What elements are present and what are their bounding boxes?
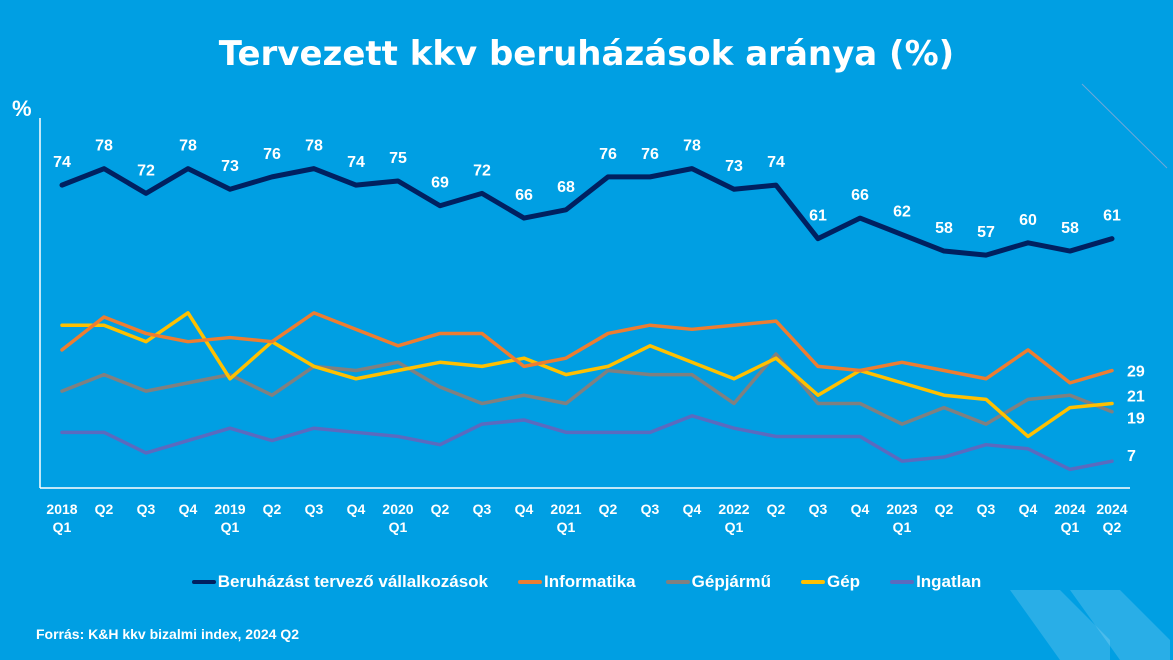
x-tick-label: 2020 bbox=[382, 501, 413, 517]
x-tick-label: 2018 bbox=[46, 501, 77, 517]
series-line-0 bbox=[59, 166, 1115, 258]
legend-label: Gépjármű bbox=[691, 572, 771, 591]
data-label: 72 bbox=[137, 162, 155, 179]
x-tick-label: Q2 bbox=[767, 501, 786, 517]
source-note: Forrás: K&H kkv bizalmi index, 2024 Q2 bbox=[36, 626, 299, 642]
x-tick-label: Q1 bbox=[389, 519, 408, 535]
legend-item: Beruházást tervező vállalkozások bbox=[191, 572, 488, 592]
x-tick-label: Q3 bbox=[137, 501, 156, 517]
x-tick-label: Q3 bbox=[473, 501, 492, 517]
legend-label: Beruházást tervező vállalkozások bbox=[217, 572, 488, 591]
x-tick-label: Q1 bbox=[725, 519, 744, 535]
data-label: 78 bbox=[305, 138, 323, 155]
x-tick-label: Q2 bbox=[263, 501, 282, 517]
y-axis-label: % bbox=[12, 96, 32, 121]
x-tick-label: Q2 bbox=[1103, 519, 1122, 535]
end-value-label: 21 bbox=[1127, 388, 1145, 405]
legend-label: Ingatlan bbox=[916, 572, 982, 591]
x-tick-label: Q4 bbox=[347, 501, 366, 517]
x-tick-label: Q1 bbox=[893, 519, 912, 535]
x-tick-label: Q2 bbox=[431, 501, 450, 517]
x-tick-label: Q4 bbox=[179, 501, 198, 517]
chevron-decoration-icon bbox=[1010, 590, 1170, 660]
x-tick-label: 2021 bbox=[550, 501, 581, 517]
data-label: 66 bbox=[515, 187, 533, 204]
x-tick-label: Q4 bbox=[515, 501, 534, 517]
x-tick-label: 2022 bbox=[718, 501, 749, 517]
series-line-2 bbox=[60, 352, 1114, 426]
x-tick-label: Q3 bbox=[977, 501, 996, 517]
series-line-1 bbox=[60, 311, 1114, 385]
data-label: 72 bbox=[473, 162, 491, 179]
x-tick-label: Q3 bbox=[641, 501, 660, 517]
legend-item: Ingatlan bbox=[890, 572, 981, 592]
series-line-3 bbox=[60, 311, 1114, 439]
x-tick-label: 2024 bbox=[1054, 501, 1085, 517]
x-tick-label: Q1 bbox=[53, 519, 72, 535]
data-label: 74 bbox=[53, 154, 71, 171]
legend-label: Gép bbox=[827, 572, 861, 591]
x-tick-label: Q4 bbox=[1019, 501, 1038, 517]
data-label: 60 bbox=[1019, 212, 1037, 229]
legend: Beruházást tervező vállalkozások Informat… bbox=[0, 572, 1173, 592]
legend-swatch bbox=[191, 580, 216, 584]
data-label: 78 bbox=[95, 138, 113, 155]
end-value-label: 19 bbox=[1127, 411, 1145, 428]
data-label: 73 bbox=[725, 158, 743, 175]
x-tick-label: Q3 bbox=[305, 501, 324, 517]
legend-item: Informatika bbox=[518, 572, 636, 592]
data-label: 76 bbox=[641, 146, 659, 163]
data-label: 73 bbox=[221, 158, 239, 175]
legend-swatch bbox=[801, 580, 825, 584]
data-label: 61 bbox=[1103, 208, 1121, 225]
end-value-label: 7 bbox=[1127, 448, 1136, 465]
legend-item: Gépjármű bbox=[665, 572, 771, 592]
legend-swatch bbox=[890, 580, 915, 584]
data-label: 76 bbox=[263, 146, 281, 163]
data-label: 57 bbox=[977, 224, 995, 241]
data-label: 74 bbox=[767, 154, 785, 171]
x-tick-label: Q1 bbox=[557, 519, 576, 535]
end-value-label: 29 bbox=[1127, 364, 1145, 381]
legend-label: Informatika bbox=[544, 572, 636, 591]
data-label: 58 bbox=[1061, 220, 1079, 237]
legend-swatch bbox=[518, 580, 542, 584]
series-line-4 bbox=[60, 414, 1114, 472]
data-label: 78 bbox=[683, 138, 701, 155]
x-tick-label: Q1 bbox=[1061, 519, 1080, 535]
x-tick-label: 2023 bbox=[886, 501, 917, 517]
chart-title: Tervezett kkv beruházások aránya (%) bbox=[218, 34, 955, 74]
x-tick-label: Q4 bbox=[683, 501, 702, 517]
x-tick-label: 2024 bbox=[1096, 501, 1127, 517]
x-tick-label: Q1 bbox=[221, 519, 240, 535]
data-label: 78 bbox=[179, 138, 197, 155]
legend-item: Gép bbox=[801, 572, 860, 592]
decorative-diagonal bbox=[1081, 83, 1168, 169]
x-tick-label: Q2 bbox=[935, 501, 954, 517]
data-label: 74 bbox=[347, 154, 365, 171]
x-tick-label: Q3 bbox=[809, 501, 828, 517]
data-label: 58 bbox=[935, 220, 953, 237]
x-tick-label: Q2 bbox=[599, 501, 618, 517]
data-label: 68 bbox=[557, 179, 575, 196]
data-label: 76 bbox=[599, 146, 617, 163]
data-label: 66 bbox=[851, 187, 869, 204]
legend-swatch bbox=[665, 580, 690, 584]
data-label: 69 bbox=[431, 175, 449, 192]
x-tick-label: 2019 bbox=[214, 501, 245, 517]
x-tick-label: Q4 bbox=[851, 501, 870, 517]
data-label: 62 bbox=[893, 204, 911, 221]
data-label: 75 bbox=[389, 150, 407, 167]
x-tick-label: Q2 bbox=[95, 501, 114, 517]
data-label: 61 bbox=[809, 208, 827, 225]
